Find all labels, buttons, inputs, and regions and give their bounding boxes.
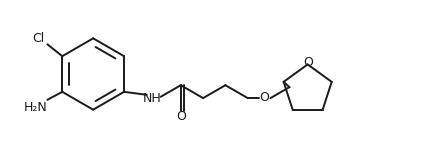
- Text: O: O: [176, 110, 186, 123]
- Text: NH: NH: [143, 92, 161, 105]
- Text: O: O: [304, 56, 313, 69]
- Text: O: O: [259, 91, 269, 104]
- Text: Cl: Cl: [32, 32, 44, 45]
- Text: H₂N: H₂N: [24, 101, 48, 114]
